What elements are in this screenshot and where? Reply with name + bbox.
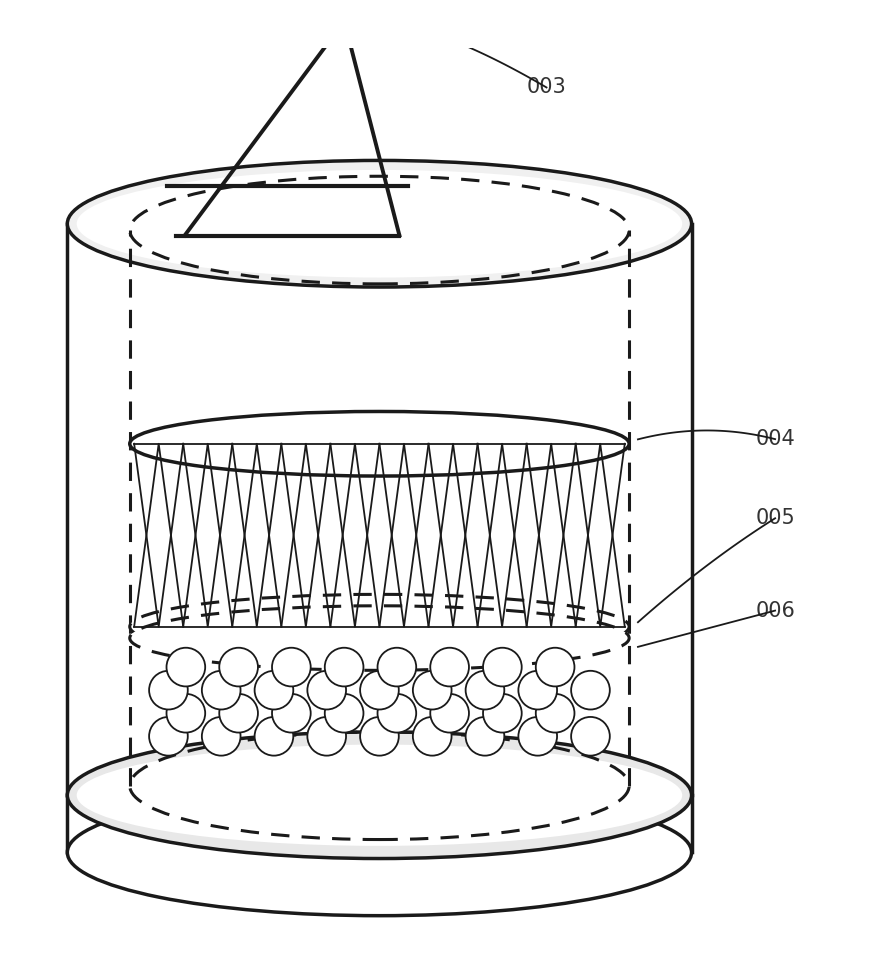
Circle shape — [377, 694, 416, 732]
Circle shape — [255, 717, 294, 756]
Circle shape — [360, 671, 399, 710]
Circle shape — [325, 647, 363, 686]
Circle shape — [220, 647, 258, 686]
Circle shape — [535, 647, 574, 686]
Ellipse shape — [77, 745, 682, 846]
Ellipse shape — [67, 161, 691, 287]
Text: 006: 006 — [755, 601, 795, 621]
Ellipse shape — [130, 605, 629, 671]
Circle shape — [466, 717, 505, 756]
Ellipse shape — [130, 411, 629, 476]
Circle shape — [535, 694, 574, 732]
Text: 004: 004 — [755, 429, 795, 449]
Circle shape — [430, 647, 469, 686]
Circle shape — [167, 647, 206, 686]
Circle shape — [220, 694, 258, 732]
Ellipse shape — [77, 170, 682, 278]
Circle shape — [413, 671, 452, 710]
Circle shape — [377, 647, 416, 686]
Circle shape — [519, 671, 557, 710]
Circle shape — [483, 694, 522, 732]
Circle shape — [307, 671, 346, 710]
Circle shape — [572, 717, 609, 756]
Circle shape — [519, 717, 557, 756]
Circle shape — [202, 717, 241, 756]
Text: 005: 005 — [755, 508, 795, 528]
Circle shape — [572, 671, 609, 710]
Circle shape — [466, 671, 505, 710]
Text: 003: 003 — [527, 77, 566, 98]
Circle shape — [272, 647, 310, 686]
Circle shape — [413, 717, 452, 756]
Circle shape — [272, 694, 310, 732]
Circle shape — [255, 671, 294, 710]
Ellipse shape — [67, 789, 691, 916]
Circle shape — [325, 694, 363, 732]
Circle shape — [149, 717, 188, 756]
Circle shape — [202, 671, 241, 710]
Circle shape — [149, 671, 188, 710]
Circle shape — [483, 647, 522, 686]
Circle shape — [430, 694, 469, 732]
Circle shape — [307, 717, 346, 756]
Circle shape — [167, 694, 206, 732]
Ellipse shape — [130, 595, 629, 659]
Circle shape — [360, 717, 399, 756]
Ellipse shape — [67, 732, 691, 859]
